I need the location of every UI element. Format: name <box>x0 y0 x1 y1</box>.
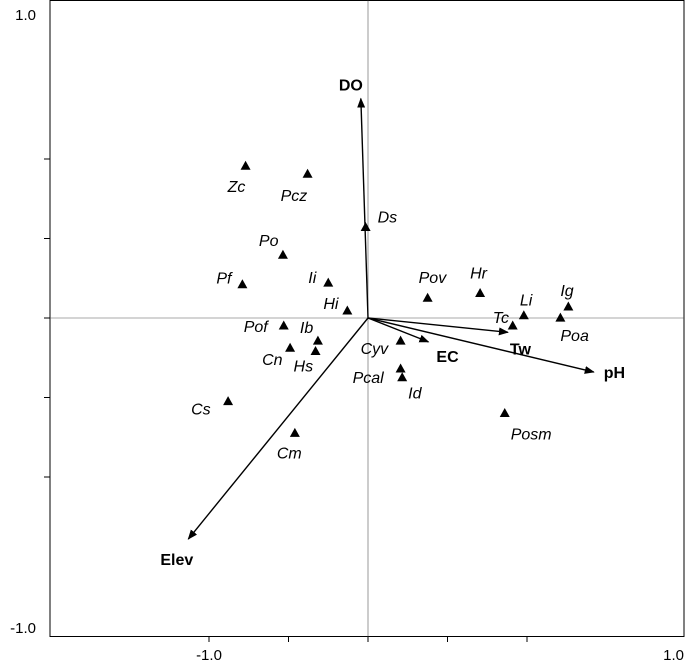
env-vector-ph <box>367 317 595 374</box>
species-point-pcal <box>395 363 406 373</box>
species-point-posm <box>499 408 510 417</box>
species-point-zc <box>240 160 251 170</box>
species-label-li: Li <box>520 293 533 310</box>
species-point-tc <box>507 320 518 330</box>
species-point-po <box>277 249 288 259</box>
species-label-ib: Ib <box>300 320 313 337</box>
species-point-hi <box>342 305 353 315</box>
x-tick-label: 1.0 <box>663 647 684 662</box>
species-point-pf <box>237 279 248 289</box>
species-point-hr <box>475 287 486 297</box>
species-label-pof: Pof <box>244 319 270 336</box>
species-label-po: Po <box>259 233 279 250</box>
species-point-cn <box>285 342 296 352</box>
env-vector-ec <box>367 317 430 343</box>
species-point-pov <box>422 292 433 302</box>
env-vector-tw <box>367 317 509 336</box>
env-label-tw: Tw <box>510 341 532 358</box>
species-label-cyv: Cyv <box>361 341 390 358</box>
species-label-id: Id <box>408 386 422 403</box>
species-label-pcz: Pcz <box>281 188 308 205</box>
y-tick-label: 1.0 <box>15 7 36 24</box>
species-label-ig: Ig <box>560 283 573 300</box>
env-vector-do <box>357 97 369 319</box>
species-label-hi: Hi <box>323 296 339 313</box>
env-label-do: DO <box>339 78 363 95</box>
species-point-cyv <box>395 335 406 345</box>
species-point-pcz <box>302 168 313 178</box>
species-label-pcal: Pcal <box>353 370 385 387</box>
species-label-hr: Hr <box>470 265 488 282</box>
env-label-ec: EC <box>436 349 459 366</box>
species-label-ii: Ii <box>308 270 316 287</box>
species-point-cm <box>289 427 300 437</box>
species-point-ib <box>312 335 323 345</box>
env-label-ph: pH <box>604 365 625 382</box>
env-label-elev: Elev <box>160 552 193 569</box>
species-label-zc: Zc <box>227 179 246 196</box>
x-tick-label: -1.0 <box>196 647 222 662</box>
species-label-poa: Poa <box>560 328 589 345</box>
species-label-posm: Posm <box>511 426 552 443</box>
species-label-cm: Cm <box>277 445 302 462</box>
species-point-cs <box>223 396 234 406</box>
species-label-pov: Pov <box>419 270 448 287</box>
species-label-pf: Pf <box>216 271 233 288</box>
species-point-ii <box>323 277 334 287</box>
species-label-hs: Hs <box>294 358 314 375</box>
species-point-hs <box>310 345 321 355</box>
species-label-ds: Ds <box>378 209 398 226</box>
env-vector-elev <box>187 317 369 540</box>
species-point-ig <box>563 301 574 311</box>
y-tick-label: -1.0 <box>10 620 36 637</box>
species-label-cn: Cn <box>262 352 283 369</box>
species-point-poa <box>555 312 566 322</box>
species-point-pof <box>278 320 289 330</box>
species-point-ds <box>360 221 371 231</box>
species-label-tc: Tc <box>493 310 509 327</box>
species-point-id <box>397 372 408 382</box>
species-label-cs: Cs <box>191 401 211 418</box>
species-point-li <box>518 310 529 320</box>
